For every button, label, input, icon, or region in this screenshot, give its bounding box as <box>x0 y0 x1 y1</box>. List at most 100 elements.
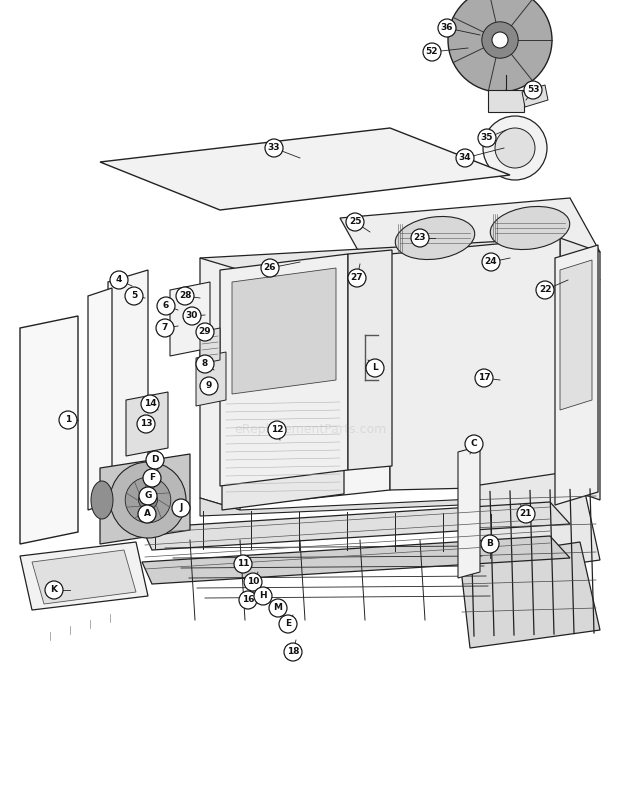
Polygon shape <box>488 90 524 112</box>
Circle shape <box>482 253 500 271</box>
Circle shape <box>183 307 201 325</box>
Polygon shape <box>200 258 240 510</box>
Text: 1: 1 <box>65 415 71 425</box>
Polygon shape <box>232 268 336 394</box>
Polygon shape <box>458 446 480 578</box>
Polygon shape <box>522 85 548 107</box>
Polygon shape <box>32 550 136 604</box>
Circle shape <box>483 116 547 180</box>
Text: 35: 35 <box>480 134 494 142</box>
Text: 34: 34 <box>459 153 471 162</box>
Circle shape <box>110 271 128 289</box>
Polygon shape <box>348 250 392 470</box>
Text: B: B <box>487 539 494 548</box>
Polygon shape <box>100 454 190 544</box>
Polygon shape <box>560 238 600 500</box>
Text: C: C <box>471 440 477 448</box>
Polygon shape <box>200 328 220 364</box>
Circle shape <box>348 269 366 287</box>
Text: L: L <box>372 364 378 373</box>
Circle shape <box>517 505 535 523</box>
Text: 14: 14 <box>144 399 156 408</box>
Text: 21: 21 <box>520 509 532 518</box>
Polygon shape <box>222 392 344 510</box>
Circle shape <box>139 487 157 505</box>
Circle shape <box>196 323 214 341</box>
Polygon shape <box>390 238 560 490</box>
Circle shape <box>279 615 297 633</box>
Ellipse shape <box>396 217 475 259</box>
Circle shape <box>157 297 175 315</box>
Ellipse shape <box>91 481 113 519</box>
Circle shape <box>284 643 302 661</box>
Text: 33: 33 <box>268 143 280 153</box>
Circle shape <box>239 591 257 609</box>
Circle shape <box>176 287 194 305</box>
Polygon shape <box>196 352 226 406</box>
Circle shape <box>536 281 554 299</box>
Circle shape <box>465 435 483 453</box>
Polygon shape <box>100 128 510 210</box>
Polygon shape <box>88 288 112 510</box>
Circle shape <box>482 22 518 59</box>
Circle shape <box>254 587 272 605</box>
Text: D: D <box>151 456 159 464</box>
Text: 4: 4 <box>116 275 122 285</box>
Polygon shape <box>555 245 598 505</box>
Text: 28: 28 <box>179 292 191 301</box>
Circle shape <box>269 599 287 617</box>
Polygon shape <box>170 282 210 356</box>
Text: G: G <box>144 491 152 501</box>
Polygon shape <box>108 270 148 502</box>
Circle shape <box>156 319 174 337</box>
Circle shape <box>423 43 441 61</box>
Text: J: J <box>179 504 183 513</box>
Text: 6: 6 <box>163 301 169 311</box>
Text: 16: 16 <box>242 596 254 604</box>
Text: 9: 9 <box>206 381 212 391</box>
Text: H: H <box>259 592 267 600</box>
Text: 52: 52 <box>426 47 438 56</box>
Circle shape <box>411 229 429 247</box>
Polygon shape <box>142 536 570 584</box>
Text: 24: 24 <box>485 258 497 267</box>
Text: 26: 26 <box>264 263 277 273</box>
Polygon shape <box>560 260 592 410</box>
Circle shape <box>172 499 190 517</box>
Circle shape <box>492 32 508 48</box>
Polygon shape <box>20 316 78 544</box>
Text: 8: 8 <box>202 359 208 369</box>
Circle shape <box>366 359 384 377</box>
Circle shape <box>244 573 262 591</box>
Circle shape <box>146 451 164 469</box>
Circle shape <box>125 287 143 305</box>
Circle shape <box>495 128 535 168</box>
Circle shape <box>234 555 252 573</box>
Text: 13: 13 <box>140 419 153 429</box>
Circle shape <box>110 462 186 538</box>
Text: 36: 36 <box>441 24 453 32</box>
Text: 23: 23 <box>414 233 427 243</box>
Polygon shape <box>126 392 168 456</box>
Circle shape <box>478 129 496 147</box>
Polygon shape <box>220 254 348 486</box>
Text: 17: 17 <box>477 373 490 383</box>
Circle shape <box>125 477 170 523</box>
Circle shape <box>59 411 77 429</box>
Circle shape <box>141 418 153 430</box>
Text: K: K <box>50 585 58 595</box>
Polygon shape <box>240 254 390 506</box>
Text: 53: 53 <box>527 85 539 94</box>
Circle shape <box>448 0 552 92</box>
Circle shape <box>346 213 364 231</box>
Circle shape <box>143 469 161 487</box>
Circle shape <box>141 395 159 413</box>
Circle shape <box>196 355 214 373</box>
Text: 29: 29 <box>198 327 211 336</box>
Text: M: M <box>273 604 283 612</box>
Text: 30: 30 <box>186 312 198 320</box>
Circle shape <box>137 415 155 433</box>
Circle shape <box>438 19 456 37</box>
Circle shape <box>265 139 283 157</box>
Text: 22: 22 <box>539 286 551 294</box>
